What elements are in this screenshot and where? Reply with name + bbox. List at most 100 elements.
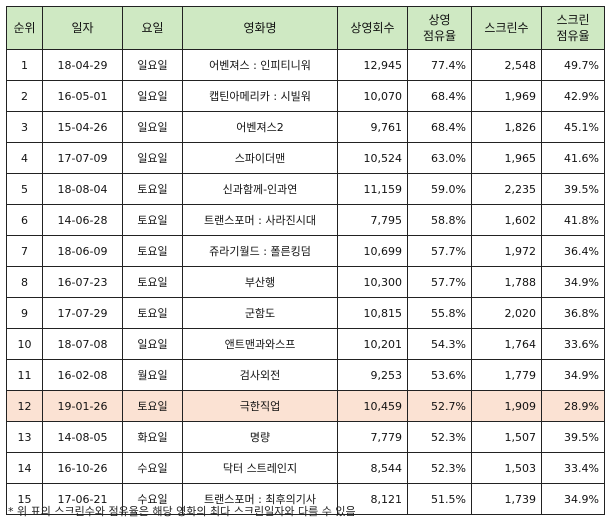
cell-screen-share: 39.5% bbox=[541, 421, 605, 453]
header-screen-share-line1: 스크린 bbox=[556, 13, 590, 27]
cell-show-share: 57.7% bbox=[407, 266, 472, 298]
cell-weekday: 일요일 bbox=[122, 111, 183, 143]
cell-screen-share: 45.1% bbox=[541, 111, 605, 143]
cell-screen-share: 39.5% bbox=[541, 173, 605, 205]
cell-weekday: 토요일 bbox=[122, 390, 183, 422]
cell-date: 16-10-26 bbox=[42, 452, 123, 484]
cell-screen-share: 33.6% bbox=[541, 328, 605, 360]
header-screen-share-line2: 점유율 bbox=[556, 29, 590, 43]
cell-weekday: 월요일 bbox=[122, 359, 183, 391]
cell-rank: 1 bbox=[6, 49, 43, 81]
cell-movie: 어벤져스 : 인피티니워 bbox=[182, 49, 338, 81]
cell-show-share: 52.3% bbox=[407, 421, 472, 453]
cell-date: 16-05-01 bbox=[42, 80, 123, 112]
cell-show-share: 68.4% bbox=[407, 111, 472, 143]
cell-weekday: 일요일 bbox=[122, 80, 183, 112]
cell-rank: 11 bbox=[6, 359, 43, 391]
table-row: 4 17-07-09 일요일 스파이더맨 10,524 63.0% 1,965 41.6% bbox=[6, 142, 605, 174]
cell-date: 16-02-08 bbox=[42, 359, 123, 391]
cell-screen-share: 33.4% bbox=[541, 452, 605, 484]
cell-date: 17-07-09 bbox=[42, 142, 123, 174]
cell-shows: 9,761 bbox=[337, 111, 408, 143]
cell-shows: 8,544 bbox=[337, 452, 408, 484]
cell-rank: 8 bbox=[6, 266, 43, 298]
cell-rank: 5 bbox=[6, 173, 43, 205]
cell-rank: 14 bbox=[6, 452, 43, 484]
cell-show-share: 68.4% bbox=[407, 80, 472, 112]
cell-date: 16-07-23 bbox=[42, 266, 123, 298]
cell-shows: 7,795 bbox=[337, 204, 408, 236]
cell-screen-share: 36.4% bbox=[541, 235, 605, 267]
cell-date: 18-08-04 bbox=[42, 173, 123, 205]
cell-show-share: 59.0% bbox=[407, 173, 472, 205]
cell-rank: 6 bbox=[6, 204, 43, 236]
cell-screens: 1,602 bbox=[471, 204, 542, 236]
cell-weekday: 일요일 bbox=[122, 49, 183, 81]
cell-movie: 어벤져스2 bbox=[182, 111, 338, 143]
cell-shows: 10,070 bbox=[337, 80, 408, 112]
cell-shows: 9,253 bbox=[337, 359, 408, 391]
cell-movie: 쥬라기월드 : 폴른킹덤 bbox=[182, 235, 338, 267]
cell-date: 17-06-21 bbox=[42, 483, 123, 515]
cell-screens: 1,788 bbox=[471, 266, 542, 298]
cell-shows: 10,300 bbox=[337, 266, 408, 298]
cell-screens: 1,507 bbox=[471, 421, 542, 453]
table-row: 10 18-07-08 일요일 앤트맨과와스프 10,201 54.3% 1,764 33.6… bbox=[6, 328, 605, 360]
cell-screens: 1,972 bbox=[471, 235, 542, 267]
cell-date: 15-04-26 bbox=[42, 111, 123, 143]
cell-movie: 닥터 스트레인지 bbox=[182, 452, 338, 484]
cell-screen-share: 42.9% bbox=[541, 80, 605, 112]
cell-movie: 스파이더맨 bbox=[182, 142, 338, 174]
cell-date: 18-07-08 bbox=[42, 328, 123, 360]
cell-shows: 11,159 bbox=[337, 173, 408, 205]
table-row: 6 14-06-28 토요일 트랜스포머 : 사라진시대 7,795 58.8% 1,602… bbox=[6, 204, 605, 236]
cell-date: 18-06-09 bbox=[42, 235, 123, 267]
cell-weekday: 토요일 bbox=[122, 173, 183, 205]
cell-screen-share: 41.6% bbox=[541, 142, 605, 174]
cell-weekday: 일요일 bbox=[122, 142, 183, 174]
cell-screens: 1,503 bbox=[471, 452, 542, 484]
cell-rank: 9 bbox=[6, 297, 43, 329]
cell-show-share: 63.0% bbox=[407, 142, 472, 174]
header-weekday: 요일 bbox=[122, 6, 183, 50]
cell-weekday: 토요일 bbox=[122, 297, 183, 329]
cell-screens: 1,909 bbox=[471, 390, 542, 422]
header-show-share-line1: 상영 bbox=[428, 13, 451, 27]
cell-movie: 앤트맨과와스프 bbox=[182, 328, 338, 360]
cell-weekday: 일요일 bbox=[122, 328, 183, 360]
table-row: 5 18-08-04 토요일 신과함께-인과연 11,159 59.0% 2,235 39.5… bbox=[6, 173, 605, 205]
table-row: 7 18-06-09 토요일 쥬라기월드 : 폴른킹덤 10,699 57.7% 1,972… bbox=[6, 235, 605, 267]
cell-screen-share: 34.9% bbox=[541, 266, 605, 298]
header-screens: 스크린수 bbox=[471, 6, 542, 50]
cell-movie: 트랜스포머 : 사라진시대 bbox=[182, 204, 338, 236]
cell-shows: 10,699 bbox=[337, 235, 408, 267]
cell-shows: 10,201 bbox=[337, 328, 408, 360]
cell-show-share: 55.8% bbox=[407, 297, 472, 329]
cell-rank: 10 bbox=[6, 328, 43, 360]
header-rank: 순위 bbox=[6, 6, 43, 50]
cell-screen-share: 28.9% bbox=[541, 390, 605, 422]
cell-show-share: 52.3% bbox=[407, 452, 472, 484]
cell-weekday: 토요일 bbox=[122, 235, 183, 267]
cell-movie: 캡틴아메리카 : 시빌워 bbox=[182, 80, 338, 112]
cell-rank: 3 bbox=[6, 111, 43, 143]
cell-screens: 1,779 bbox=[471, 359, 542, 391]
table-row: 14 16-10-26 수요일 닥터 스트레인지 8,544 52.3% 1,503 33.4… bbox=[6, 452, 605, 484]
header-shows: 상영회수 bbox=[337, 6, 408, 50]
table-row: 3 15-04-26 일요일 어벤져스2 9,761 68.4% 1,826 45.1% bbox=[6, 111, 605, 143]
cell-show-share: 52.7% bbox=[407, 390, 472, 422]
cell-screen-share: 36.8% bbox=[541, 297, 605, 329]
cell-date: 14-08-05 bbox=[42, 421, 123, 453]
cell-weekday: 수요일 bbox=[122, 452, 183, 484]
table-row: 15 17-06-21 수요일 트랜스포머 : 최후의기사 8,121 51.5% 1,73… bbox=[6, 483, 605, 515]
cell-screen-share: 34.9% bbox=[541, 483, 605, 515]
table-row: 12 19-01-26 토요일 극한직업 10,459 52.7% 1,909 28.9% bbox=[6, 390, 605, 422]
cell-screen-share: 49.7% bbox=[541, 49, 605, 81]
cell-rank: 12 bbox=[6, 390, 43, 422]
cell-screens: 1,826 bbox=[471, 111, 542, 143]
cell-show-share: 54.3% bbox=[407, 328, 472, 360]
cell-date: 18-04-29 bbox=[42, 49, 123, 81]
cell-rank: 13 bbox=[6, 421, 43, 453]
cell-screens: 1,764 bbox=[471, 328, 542, 360]
